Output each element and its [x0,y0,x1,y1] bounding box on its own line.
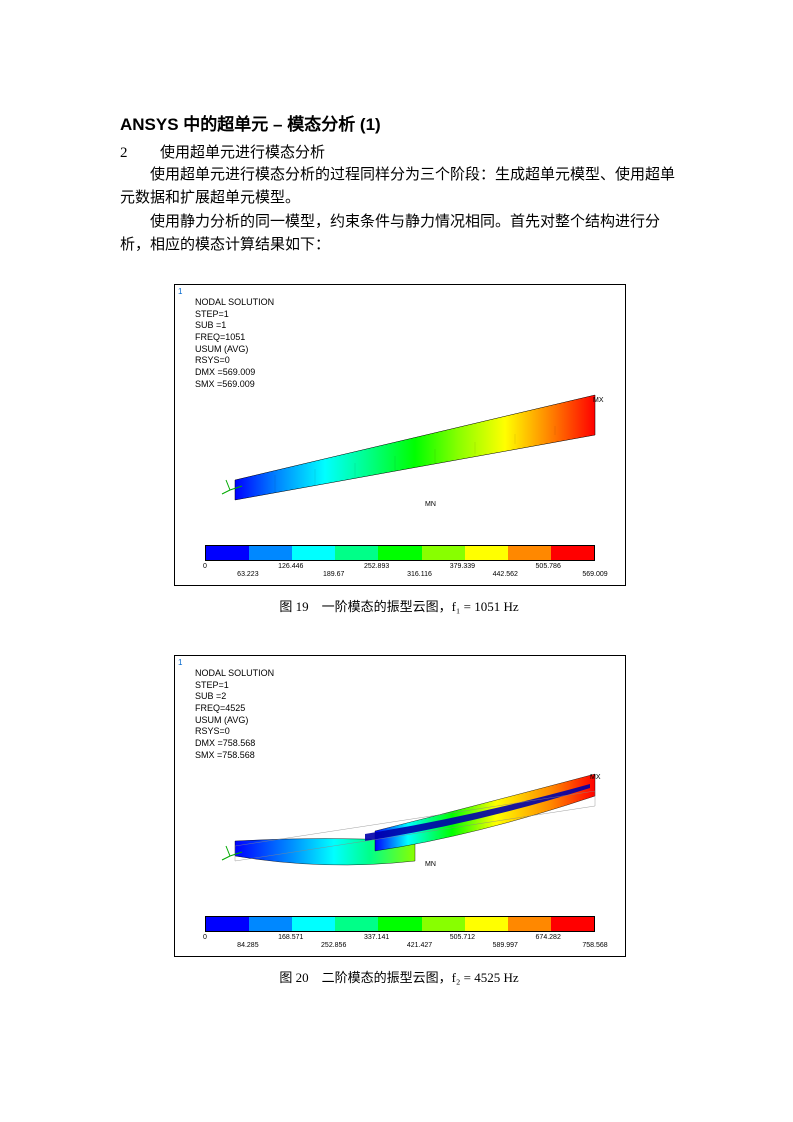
t: 0 [203,934,207,941]
t: 316.116 [407,571,432,578]
cb-seg [551,546,594,560]
t: 337.141 [364,934,389,941]
cb-seg [422,546,465,560]
cb-seg [465,546,508,560]
figure-19-box: 1 NODAL SOLUTION STEP=1 SUB =1 FREQ=1051… [174,284,626,586]
cb-seg [206,546,249,560]
colorbar-2-ticks: 0 168.571 337.141 505.712 674.282 84.285… [205,934,595,948]
cb-seg [551,917,594,931]
section-title-text: 使用超单元进行模态分析 [160,145,325,161]
page-title: ANSYS 中的超单元 – 模态分析 (1) [120,110,678,135]
cb-seg [249,917,292,931]
fig2-mx: MX [590,774,601,781]
t: 379.339 [450,563,475,570]
cb-seg [335,546,378,560]
cb-seg [508,546,551,560]
paragraph-2: 使用静力分析的同一模型，约束条件与静力情况相同。首先对整个结构进行分析，相应的模… [120,211,678,256]
t: 63.223 [237,571,258,578]
cb-seg [249,546,292,560]
figure-19-container: 1 NODAL SOLUTION STEP=1 SUB =1 FREQ=1051… [174,284,624,615]
figure-20-colorbar: 0 168.571 337.141 505.712 674.282 84.285… [205,916,595,948]
figure-20-beam [175,656,625,956]
t: 252.856 [321,942,346,949]
cb-seg [508,917,551,931]
colorbar-2 [205,916,595,932]
t: 84.285 [237,942,258,949]
figure-20-box: 1 NODAL SOLUTION STEP=1 SUB =2 FREQ=4525… [174,655,626,957]
cb-seg [206,917,249,931]
t: 421.427 [407,942,432,949]
t: 252.893 [364,563,389,570]
fig1-mn: MN [425,501,436,508]
cb-seg [378,917,421,931]
t: 758.568 [582,942,607,949]
cb-seg [335,917,378,931]
t: 569.009 [582,571,607,578]
cb-seg [292,917,335,931]
colorbar-1-ticks: 0 126.446 252.893 379.339 505.786 63.223… [205,563,595,577]
fig1-mx: MX [593,397,604,404]
fig2-mn: MN [425,861,436,868]
section-heading: 2使用超单元进行模态分析 [120,141,678,162]
figure-19-colorbar: 0 126.446 252.893 379.339 505.786 63.223… [205,545,595,577]
cb-seg [378,546,421,560]
section-number: 2 [120,145,160,162]
t: 168.571 [278,934,303,941]
t: 189.67 [323,571,344,578]
paragraph-1: 使用超单元进行模态分析的过程同样分为三个阶段：生成超单元模型、使用超单元数据和扩… [120,164,678,209]
figure-20-container: 1 NODAL SOLUTION STEP=1 SUB =2 FREQ=4525… [174,655,624,986]
t: 505.712 [450,934,475,941]
cb-seg [292,546,335,560]
figure-19-caption: 图 19 一阶模态的振型云图，f₁ = 1051 Hz [174,596,624,615]
t: 674.282 [536,934,561,941]
t: 126.446 [278,563,303,570]
figure-20-caption: 图 20 二阶模态的振型云图，f₂ = 4525 Hz [174,967,624,986]
cb-seg [465,917,508,931]
figure-19-beam [175,285,625,585]
t: 589.997 [493,942,518,949]
t: 442.562 [493,571,518,578]
t: 505.786 [536,563,561,570]
t: 0 [203,563,207,570]
colorbar-1 [205,545,595,561]
cb-seg [422,917,465,931]
